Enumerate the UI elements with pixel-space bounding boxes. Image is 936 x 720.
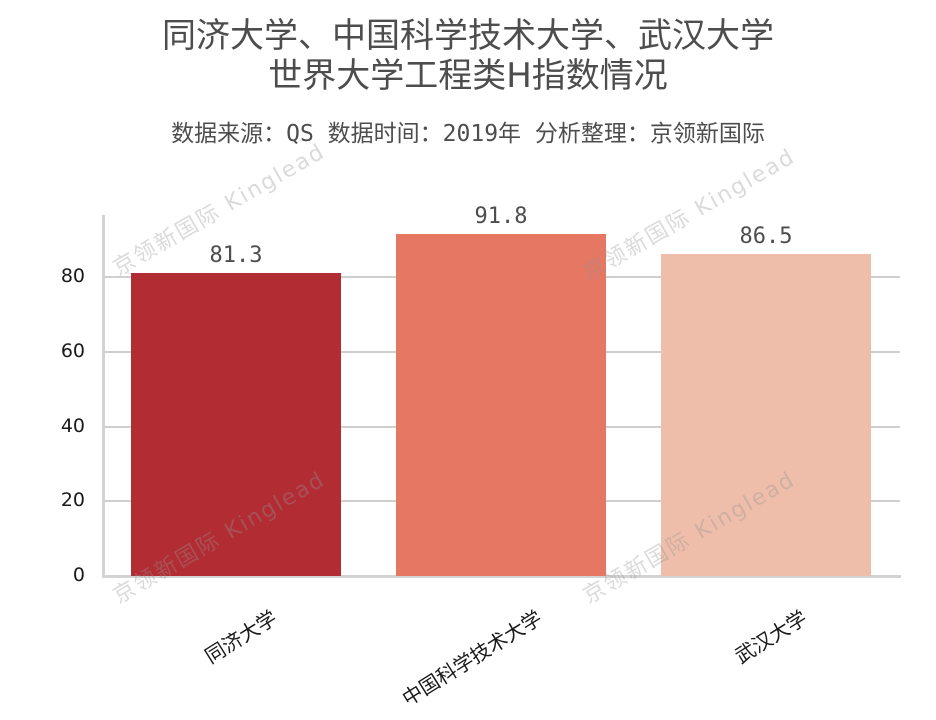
x-axis xyxy=(102,575,901,578)
chart-subtitle: 数据来源：QS 数据时间：2019年 分析整理：京领新国际 xyxy=(171,121,765,147)
y-tick-0: 0 xyxy=(72,564,85,586)
value-label-whu: 86.5 xyxy=(739,223,793,249)
y-tick-40: 40 xyxy=(60,415,85,437)
bar-ustc[interactable] xyxy=(396,234,606,576)
value-label-ustc: 91.8 xyxy=(474,204,528,230)
bar-tongji[interactable] xyxy=(131,273,341,576)
y-tick-60: 60 xyxy=(60,340,85,362)
x-label-tongji: 同济大学 xyxy=(200,605,282,669)
y-tick-80: 80 xyxy=(60,265,85,287)
bar-whu[interactable] xyxy=(661,253,871,576)
chart-title-line2: 世界大学工程类H指数情况 xyxy=(268,56,668,96)
chart-title-line1: 同济大学、中国科学技术大学、武汉大学 xyxy=(162,16,774,56)
value-label-tongji: 81.3 xyxy=(209,243,263,269)
x-label-whu: 武汉大学 xyxy=(730,605,812,669)
y-axis xyxy=(102,215,105,577)
y-tick-20: 20 xyxy=(60,489,85,511)
x-label-ustc: 中国科学技术大学 xyxy=(397,605,547,711)
